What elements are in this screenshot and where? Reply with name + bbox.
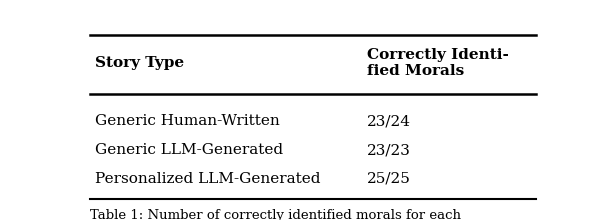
Text: Story Type: Story Type [95, 56, 184, 70]
Text: 23/24: 23/24 [367, 114, 411, 128]
Text: Correctly Identi-
fied Morals: Correctly Identi- fied Morals [367, 48, 509, 78]
Text: Generic LLM-Generated: Generic LLM-Generated [95, 143, 282, 157]
Text: Table 1: Number of correctly identified morals for each: Table 1: Number of correctly identified … [90, 209, 461, 220]
Text: Personalized LLM-Generated: Personalized LLM-Generated [95, 172, 320, 186]
Text: Generic Human-Written: Generic Human-Written [95, 114, 279, 128]
Text: 23/23: 23/23 [367, 143, 411, 157]
Text: 25/25: 25/25 [367, 172, 411, 186]
